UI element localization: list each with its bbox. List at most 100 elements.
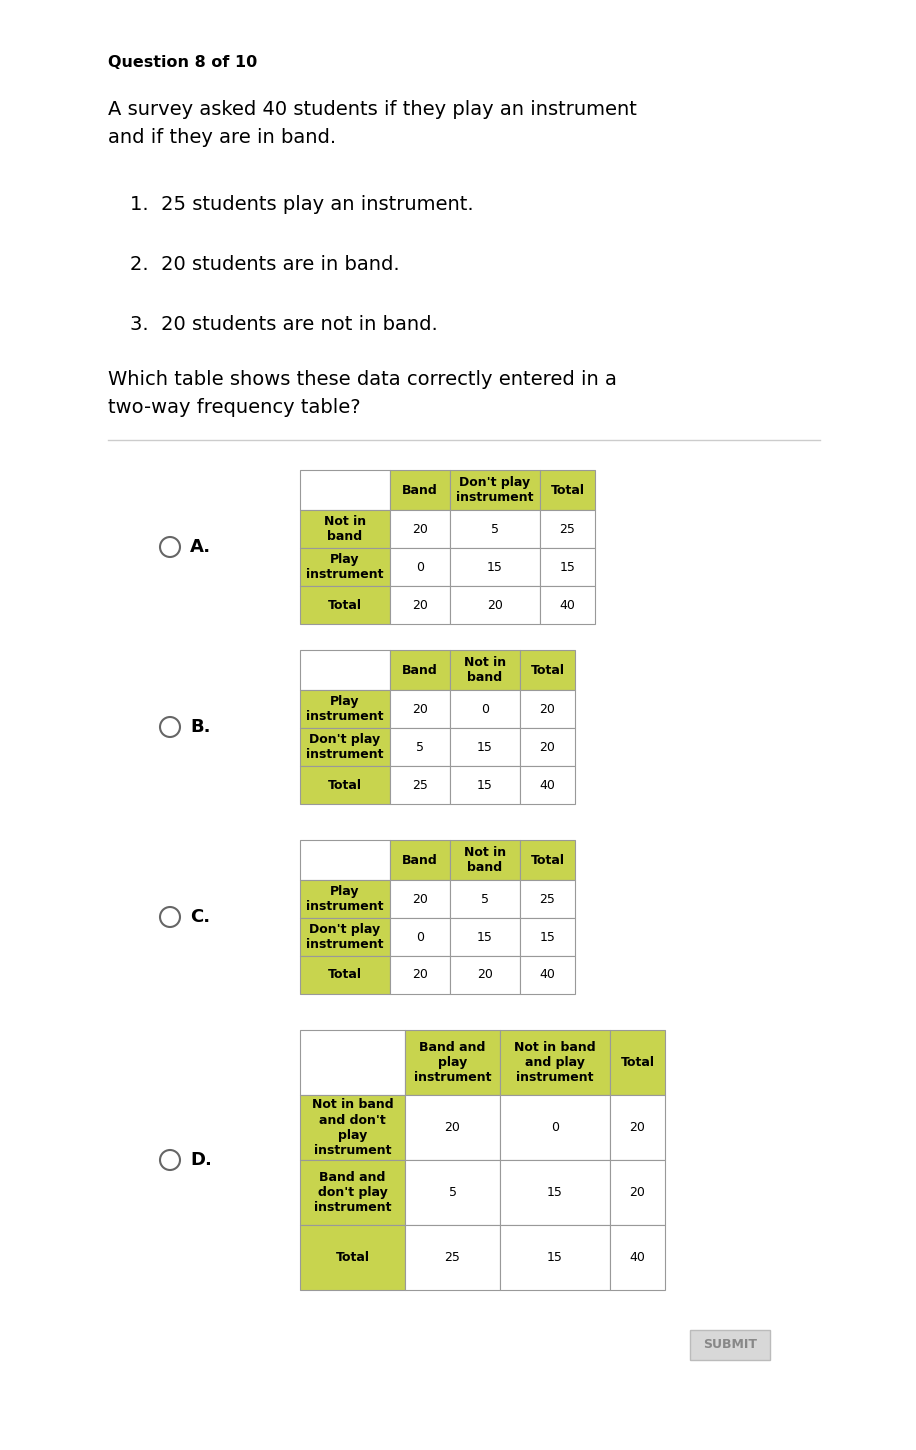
Text: 40: 40 [540,779,555,792]
Text: 25: 25 [412,779,428,792]
Text: 15: 15 [547,1186,563,1199]
Text: 0: 0 [416,561,424,574]
Bar [450,918,520,956]
Text: 5: 5 [491,522,499,535]
Bar [390,650,450,690]
Text: 40: 40 [540,969,555,982]
Text: 3.  20 students are not in band.: 3. 20 students are not in band. [130,315,438,334]
Text: Don't play
instrument: Don't play instrument [306,924,384,951]
Bar [690,1330,770,1360]
Text: 40: 40 [629,1251,646,1264]
Text: SUBMIT: SUBMIT [703,1338,757,1351]
Bar [450,690,520,728]
Bar [500,1160,610,1225]
Text: C.: C. [190,908,210,927]
Text: 20: 20 [487,599,503,612]
Text: Play
instrument: Play instrument [306,552,384,581]
Bar [450,650,520,690]
Bar [450,470,540,510]
Text: 5: 5 [481,893,489,905]
Text: B.: B. [190,718,211,737]
Text: Total: Total [335,1251,369,1264]
Bar [300,586,390,624]
Text: Play
instrument: Play instrument [306,695,384,724]
Text: 25: 25 [540,893,555,905]
Bar [300,840,390,880]
Text: 0: 0 [416,931,424,944]
Bar [520,918,575,956]
Text: 25: 25 [444,1251,461,1264]
Bar [520,766,575,803]
Text: Don't play
instrument: Don't play instrument [306,734,384,761]
Bar [300,1030,405,1095]
Text: 20: 20 [412,893,428,905]
Bar [450,880,520,918]
Bar [450,956,520,995]
Bar [300,728,390,766]
Text: 20: 20 [412,599,428,612]
Text: 5: 5 [416,741,424,754]
Text: 0: 0 [481,702,489,715]
Bar [390,510,450,548]
Bar [300,1095,405,1160]
Text: 20: 20 [629,1121,646,1134]
Circle shape [160,716,180,737]
Bar [540,470,595,510]
Text: Don't play
instrument: Don't play instrument [456,476,534,505]
Bar [520,650,575,690]
Circle shape [160,536,180,557]
Text: Total: Total [328,779,362,792]
Text: 20: 20 [412,969,428,982]
Bar [390,840,450,880]
Bar [390,728,450,766]
Text: Band: Band [402,664,438,677]
Bar [390,918,450,956]
Bar [300,510,390,548]
Text: Total: Total [620,1056,655,1069]
Bar [520,880,575,918]
Bar [450,766,520,803]
Bar [520,690,575,728]
Text: A survey asked 40 students if they play an instrument
and if they are in band.: A survey asked 40 students if they play … [108,100,637,146]
Circle shape [160,908,180,927]
Text: 15: 15 [477,779,493,792]
Text: Play
instrument: Play instrument [306,884,384,914]
Text: D.: D. [190,1151,212,1169]
Text: 5: 5 [449,1186,456,1199]
Bar [390,690,450,728]
Bar [300,956,390,995]
Text: Total: Total [328,969,362,982]
Bar [300,918,390,956]
Text: Total: Total [530,664,564,677]
Bar [450,586,540,624]
Bar [520,956,575,995]
Text: 20: 20 [629,1186,646,1199]
Bar [405,1225,500,1290]
Text: Band and
don't play
instrument: Band and don't play instrument [314,1172,391,1214]
Bar [450,840,520,880]
Bar [390,586,450,624]
Bar [390,766,450,803]
Bar [390,548,450,586]
Text: 2.  20 students are in band.: 2. 20 students are in band. [130,255,399,274]
Text: 15: 15 [477,741,493,754]
Bar [405,1095,500,1160]
Bar [540,586,595,624]
Text: 15: 15 [477,931,493,944]
Text: 20: 20 [540,741,555,754]
Bar [300,548,390,586]
Text: 20: 20 [540,702,555,715]
Bar [520,728,575,766]
Bar [610,1225,665,1290]
Text: Not in band
and don't
play
instrument: Not in band and don't play instrument [311,1099,393,1157]
Text: Total: Total [328,599,362,612]
Bar [300,690,390,728]
Bar [300,650,390,690]
Bar [300,766,390,803]
Bar [405,1160,500,1225]
Bar [520,840,575,880]
Text: Not in band
and play
instrument: Not in band and play instrument [514,1041,595,1085]
Text: Band and
play
instrument: Band and play instrument [414,1041,491,1085]
Text: 1.  25 students play an instrument.: 1. 25 students play an instrument. [130,194,474,215]
Text: 25: 25 [560,522,575,535]
